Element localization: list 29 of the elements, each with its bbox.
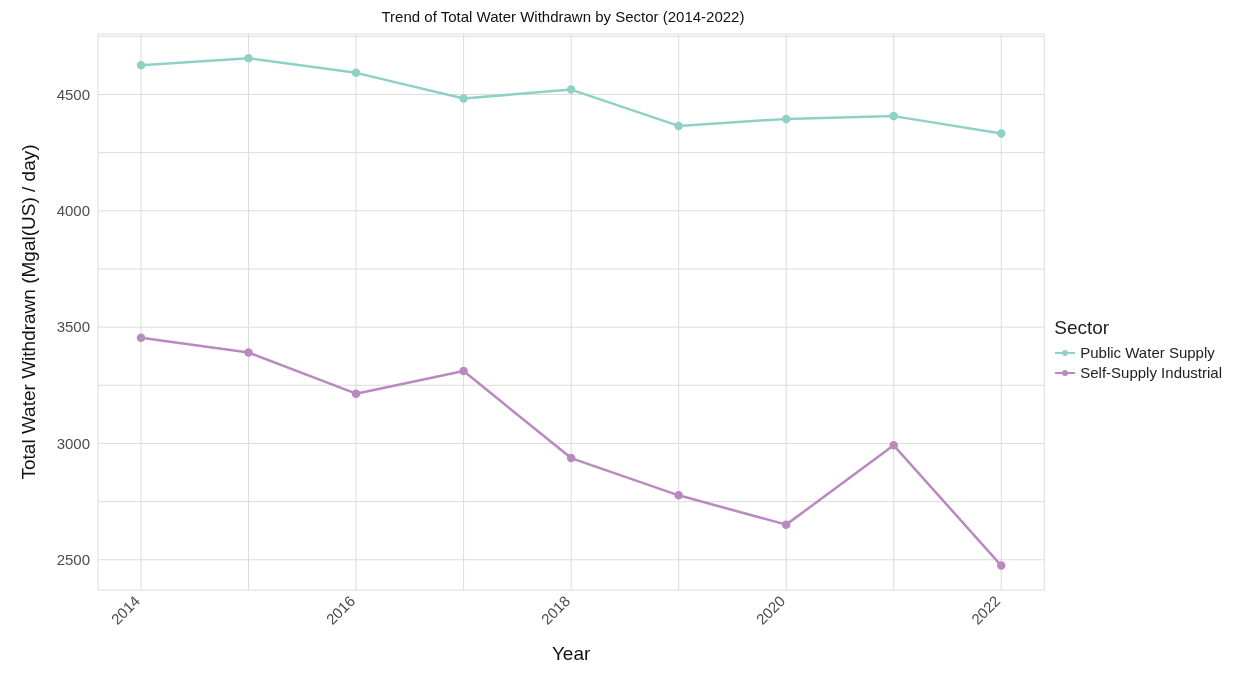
x-axis-title: Year xyxy=(551,643,591,664)
point xyxy=(781,114,791,124)
legend-title: Sector xyxy=(1054,317,1111,339)
y-tick-label: 2500 xyxy=(56,551,90,569)
legend-label: Self-Supply Industrial xyxy=(1080,363,1222,383)
y-axis-title: Total Water Withdrawn (Mgal(US) / day) xyxy=(17,144,39,480)
y-tick-label: 4000 xyxy=(56,202,90,220)
y-tick-label: 3000 xyxy=(56,434,90,452)
point xyxy=(244,53,253,63)
point xyxy=(889,441,898,450)
point xyxy=(136,333,146,343)
point xyxy=(459,94,468,103)
point xyxy=(674,121,683,131)
point xyxy=(996,561,1006,570)
point xyxy=(889,111,898,121)
y-tick-label: 4500 xyxy=(56,85,90,103)
point xyxy=(136,60,146,70)
y-tick-label: 3500 xyxy=(56,318,90,336)
chart-title: Trend of Total Water Withdrawn by Sector (2014-2022) xyxy=(380,8,746,27)
point xyxy=(566,453,576,463)
point xyxy=(459,366,468,376)
point xyxy=(781,520,791,529)
legend-label: Public Water Supply xyxy=(1080,343,1215,363)
point xyxy=(674,491,683,500)
point xyxy=(351,389,361,398)
point xyxy=(996,129,1006,138)
point xyxy=(566,85,576,94)
point xyxy=(351,68,361,78)
point xyxy=(244,348,253,357)
